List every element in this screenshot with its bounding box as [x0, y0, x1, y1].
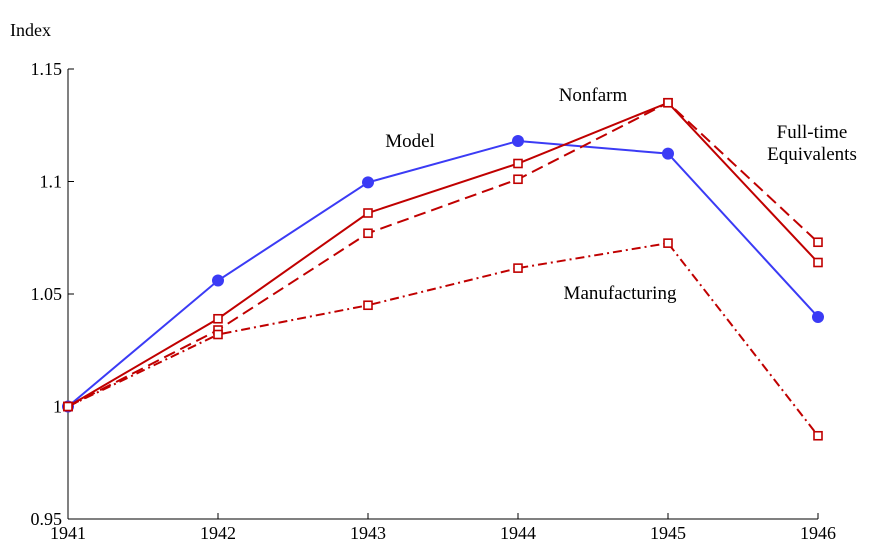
point: [813, 237, 823, 248]
point: [213, 313, 223, 324]
point: [813, 430, 823, 441]
point: [812, 310, 824, 323]
y-tick-label: 1.1: [40, 172, 63, 192]
y-tick-label: 1.05: [31, 284, 63, 304]
point: [213, 329, 223, 340]
series-line: [67, 242, 819, 437]
series-label: Manufacturing: [563, 283, 677, 304]
y-axis-label: Index: [10, 20, 51, 40]
point: [513, 263, 523, 273]
series-line: [67, 139, 819, 408]
point: [362, 176, 374, 189]
y-tick-label: 1: [53, 397, 62, 417]
point: [813, 257, 823, 268]
point: [212, 274, 224, 287]
x-tick-label: 1941: [50, 523, 86, 543]
series-label: Full-time Equivalents: [767, 122, 857, 165]
y-tick-label: 0.95: [31, 509, 63, 529]
point: [663, 238, 673, 248]
series-line: [67, 101, 819, 408]
point: [63, 401, 73, 412]
series-label: Nonfarm: [558, 85, 628, 106]
x-tick-label: 1944: [500, 523, 536, 543]
point: [663, 97, 673, 108]
point: [363, 208, 373, 218]
x-tick-label: 1946: [800, 523, 836, 543]
point: [662, 147, 674, 160]
point: [363, 300, 373, 311]
x-tick-label: 1942: [200, 523, 236, 543]
x-tick-label: 1945: [650, 523, 686, 543]
point: [513, 174, 523, 185]
point: [513, 158, 523, 169]
point: [512, 135, 524, 147]
x-tick-label: 1943: [350, 523, 386, 543]
series-label: Model: [385, 131, 435, 152]
y-tick-label: 1.15: [31, 59, 63, 79]
series-line: [67, 101, 819, 408]
point: [363, 228, 373, 239]
